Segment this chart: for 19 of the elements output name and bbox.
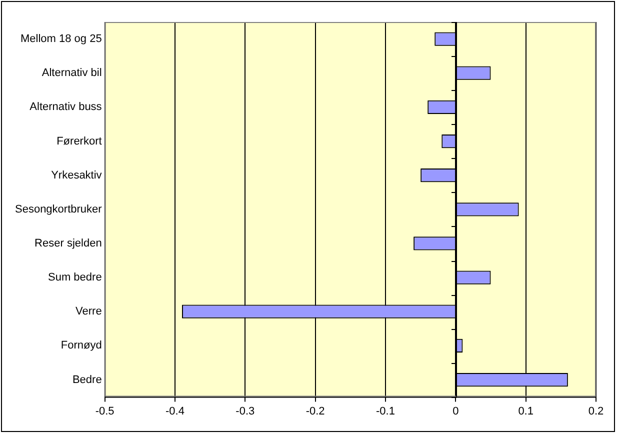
y-tick-label: Reser sjelden [34, 238, 102, 250]
x-tick-label: -0.1 [376, 405, 395, 418]
y-tick-label: Verre [76, 306, 102, 318]
x-tick-label: -0.5 [95, 405, 114, 418]
y-tick-label: Sesongkortbruker [14, 203, 102, 216]
x-tick-label: 0 [452, 405, 459, 418]
y-tick-label: Førerkort [56, 135, 102, 148]
x-tick-label: 0.1 [518, 405, 534, 418]
x-tick-label: 0.2 [588, 405, 604, 418]
x-tick-label: -0.4 [166, 405, 184, 418]
x-tick-label: -0.2 [306, 405, 325, 418]
x-tick-label: -0.3 [236, 405, 255, 418]
y-tick-label: Alternativ bil [42, 67, 102, 80]
y-tick-label: Bedre [72, 374, 102, 386]
y-tick-label: Mellom 18 og 25 [20, 33, 102, 46]
y-tick-label: Alternativ buss [30, 101, 102, 114]
y-tick-label: Fornøyd [60, 340, 102, 352]
y-tick-label: Sum bedre [48, 272, 102, 284]
y-tick-label: Yrkesaktiv [51, 169, 102, 182]
